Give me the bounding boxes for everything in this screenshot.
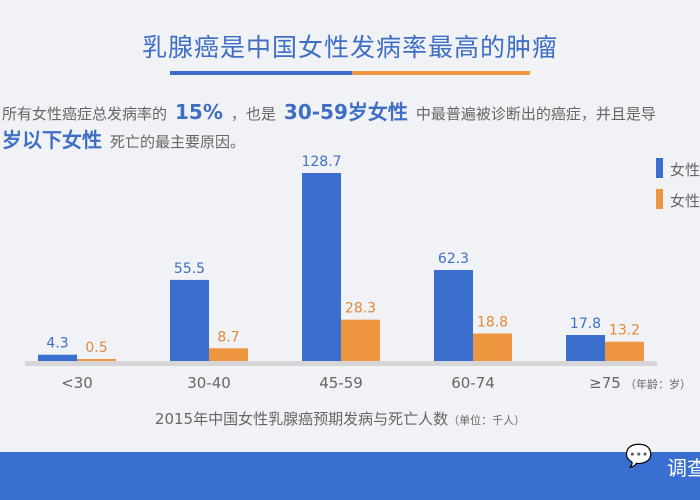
- data-label: 62.3: [438, 251, 469, 267]
- bar-30-40-series-1: [209, 348, 248, 361]
- x-tick-label: 45-59: [319, 374, 363, 392]
- x-axis-unit: （年龄：岁）: [625, 377, 691, 391]
- intro-text: 所有女性癌症总发病率的: [2, 105, 168, 123]
- footer-band: [0, 452, 700, 500]
- page-title: 乳腺癌是中国女性发病率最高的肿瘤: [141, 33, 558, 62]
- highlight-age-2: 岁以下女性: [2, 128, 102, 152]
- bar-chart: 4.3 0.5 <30 55.5 8.7 30-40 128.7 28.3 45-59 62.3 1…: [25, 154, 691, 392]
- bar-60-74-series-1: [473, 333, 512, 361]
- x-tick-label: 30-40: [187, 374, 231, 392]
- data-label: 18.8: [477, 315, 508, 331]
- bar-45-59-series-1: [341, 319, 380, 361]
- intro-text: 中最普遍被诊断出的癌症，并且是导: [415, 105, 656, 123]
- data-label: 0.5: [85, 340, 107, 356]
- caption-unit: （单位：千人）: [448, 414, 526, 427]
- intro-line-2: 岁以下女性 死亡的最主要原因。: [2, 124, 245, 153]
- data-label: 55.5: [174, 261, 205, 277]
- intro-line-1: 所有女性癌症总发病率的 15% ，也是 30-59岁女性 中最普遍被诊断出的癌症，并且是…: [2, 96, 656, 125]
- bar-≥75-series-0: [566, 334, 605, 361]
- data-label: 128.7: [301, 154, 341, 170]
- x-tick-label: ≥75: [589, 374, 621, 392]
- x-tick-label: <30: [61, 374, 93, 392]
- bar-≥75-series-1: [605, 341, 644, 361]
- data-label: 17.8: [570, 316, 601, 332]
- baseline-axis: [25, 361, 657, 366]
- intro-text: ，也是: [230, 105, 276, 123]
- chart-caption: 2015年中国女性乳腺癌预期发病与死亡人数（单位：千人）: [0, 408, 680, 429]
- data-label: 13.2: [609, 323, 640, 339]
- data-label: 28.3: [345, 301, 376, 317]
- caption-text: 2015年中国女性乳腺癌预期发病与死亡人数: [154, 410, 449, 428]
- title-underline-blue: [170, 71, 352, 75]
- bar-30-40-series-0: [170, 279, 209, 361]
- legend-swatch-orange: [656, 189, 663, 209]
- legend-swatch-blue: [656, 158, 663, 178]
- legend-label: 女性: [670, 192, 700, 210]
- bar-<30-series-1: [77, 359, 116, 361]
- data-label: 4.3: [46, 336, 68, 352]
- intro-text: 死亡的最主要原因。: [110, 133, 246, 151]
- legend-label: 女性: [670, 161, 700, 179]
- footer-brand: 调查: [667, 456, 700, 480]
- data-label: 8.7: [217, 329, 239, 345]
- title-underline-orange: [352, 71, 530, 75]
- x-tick-label: 60-74: [451, 374, 495, 392]
- highlight-age: 30-59岁女性: [283, 100, 408, 124]
- bar-60-74-series-0: [434, 269, 473, 361]
- bar-<30-series-0: [38, 354, 77, 361]
- wechat-icon: 💬: [625, 444, 653, 469]
- bar-45-59-series-0: [302, 173, 341, 361]
- highlight-15pct: 15%: [175, 100, 223, 124]
